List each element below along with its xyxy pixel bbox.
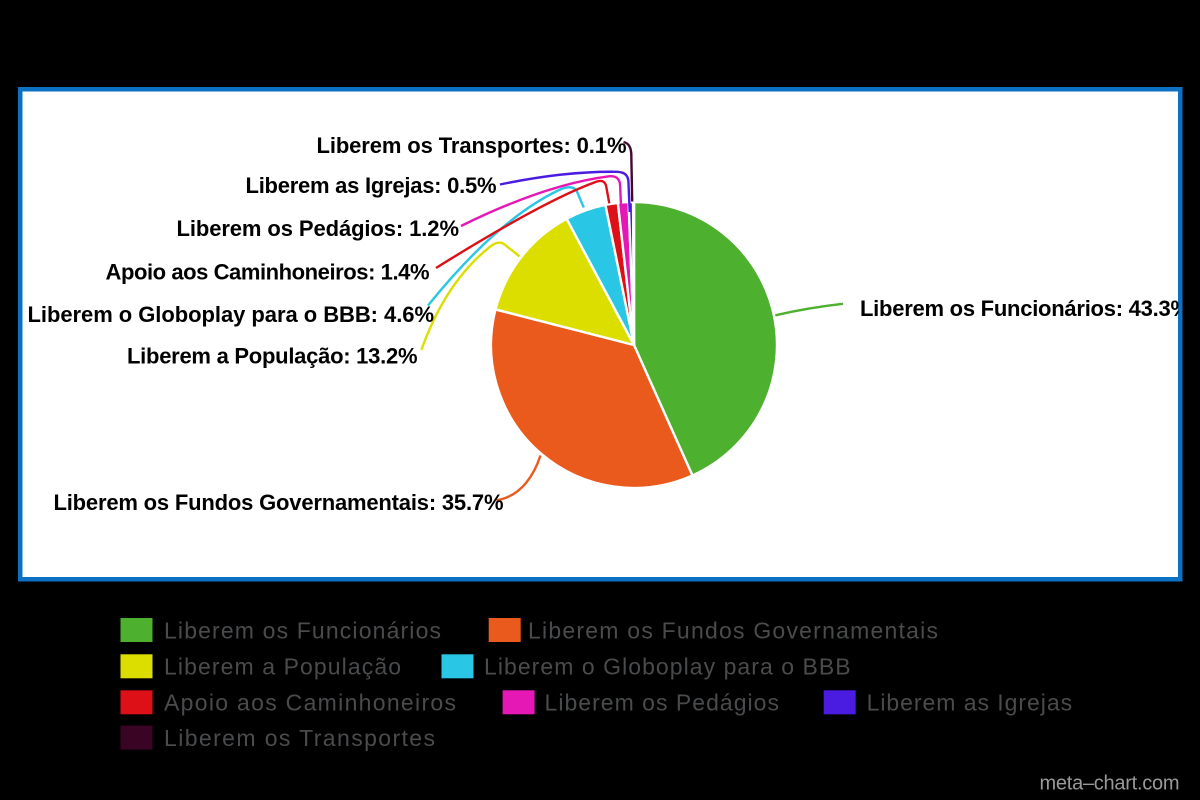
svg-text:Liberem os Pedágios: 1.2%: Liberem os Pedágios: 1.2% <box>177 216 460 241</box>
svg-text:Liberem os Funcionários: 43.3%: Liberem os Funcionários: 43.3% <box>860 296 1190 321</box>
svg-text:Apoio aos Caminhoneiros: 1.4%: Apoio aos Caminhoneiros: 1.4% <box>106 260 430 285</box>
svg-text:meta–chart.com: meta–chart.com <box>1040 773 1180 795</box>
svg-text:Liberem os Fundos Governamenta: Liberem os Fundos Governamentais <box>528 617 938 643</box>
svg-text:Liberem o Globoplay para o BBB: Liberem o Globoplay para o BBB: 4.6% <box>28 302 435 327</box>
svg-text:Liberem os Fundos Governamenta: Liberem os Fundos Governamentais: 35.7% <box>54 490 504 515</box>
svg-text:Liberem os Funcionários: Liberem os Funcionários <box>164 617 441 643</box>
svg-text:Liberem a População: 13.2%: Liberem a População: 13.2% <box>127 344 418 369</box>
svg-text:Liberem as Igrejas: 0.5%: Liberem as Igrejas: 0.5% <box>246 173 497 198</box>
svg-text:Liberem o Globoplay para o BBB: Liberem o Globoplay para o BBB <box>484 654 851 680</box>
svg-text:Liberem os Transportes: 0.1%: Liberem os Transportes: 0.1% <box>317 133 627 158</box>
svg-text:Liberem os Transportes: Liberem os Transportes <box>164 725 435 751</box>
svg-text:Apoio aos Caminhoneiros: Apoio aos Caminhoneiros <box>164 690 456 716</box>
svg-text:Liberem as Igrejas: Liberem as Igrejas <box>867 690 1073 716</box>
svg-text:Liberem os Pedágios: Liberem os Pedágios <box>545 690 780 716</box>
